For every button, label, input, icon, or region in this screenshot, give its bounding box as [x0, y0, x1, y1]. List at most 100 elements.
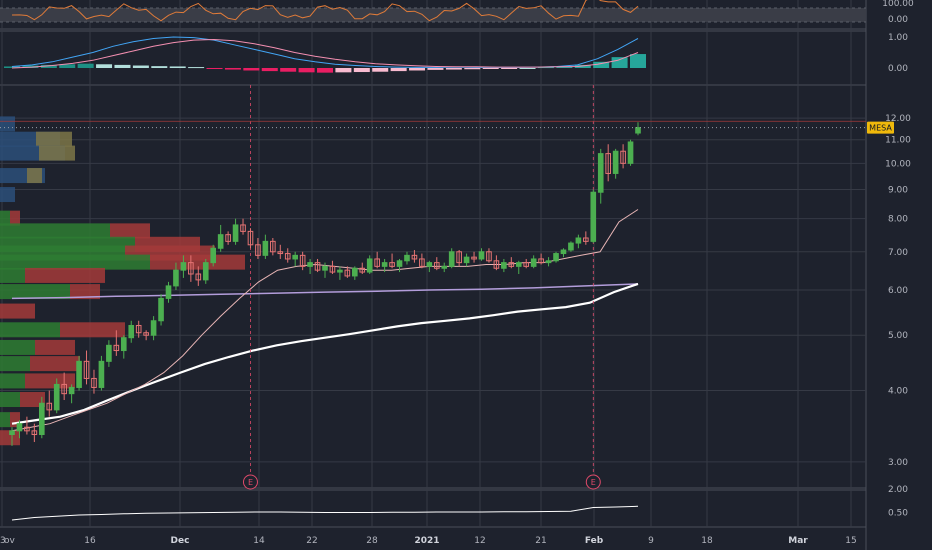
- candle-body: [478, 251, 485, 260]
- candle-body: [240, 224, 246, 232]
- macd-histogram-bar: [317, 68, 333, 73]
- candle-body: [292, 254, 299, 260]
- rsi-tick-0: 0.00: [888, 15, 908, 25]
- candle-body: [188, 262, 194, 275]
- candle-body: [493, 260, 500, 269]
- candle-body: [165, 285, 172, 299]
- event-marker: [242, 474, 258, 490]
- macd-histogram-bar: [132, 65, 149, 68]
- volume-profile-up-bar: [0, 392, 20, 408]
- candle-body: [299, 254, 306, 267]
- macd-histogram-bar: [224, 68, 241, 70]
- candle-body: [605, 153, 612, 174]
- candle-body: [448, 251, 455, 267]
- volume-profile-down-bar: [0, 430, 20, 446]
- rsi-line: [11, 0, 639, 22]
- candle-body: [538, 258, 544, 264]
- candle-body: [307, 262, 313, 267]
- candlesticks: [9, 122, 641, 446]
- candle-body: [247, 230, 254, 246]
- candle-body: [68, 386, 75, 395]
- macd-histogram-bar: [445, 68, 462, 70]
- macd-histogram-bar: [464, 68, 481, 70]
- volume-profile-down-bar: [60, 322, 125, 338]
- price-tick-label: 8.00: [888, 215, 908, 225]
- candle-body: [113, 344, 120, 352]
- symbol-tag-label: MESA: [869, 124, 892, 133]
- candle-body: [284, 253, 291, 260]
- volume-profile-alt-bar: [27, 168, 42, 184]
- macd-panel: [4, 36, 646, 73]
- candle-body: [627, 141, 634, 164]
- volume-profile-up-bar: [0, 373, 25, 389]
- bottom-indicator-line: [11, 505, 639, 521]
- candle-body: [515, 262, 522, 267]
- candle-body: [530, 258, 537, 267]
- price-tick-2: 2.00: [888, 485, 908, 495]
- time-tick-label: ov: [4, 536, 16, 546]
- price-axis: 3.00 4.00 5.00 6.00 7.00 8.00 9.00 10.00 11.00 12…: [0, 0, 914, 519]
- candle-body: [232, 224, 239, 242]
- candle-body: [441, 265, 448, 269]
- candle-body: [366, 258, 373, 273]
- candle-body: [486, 251, 492, 262]
- candle-body: [106, 344, 112, 362]
- candle-body: [389, 262, 395, 267]
- event-marker: [585, 474, 601, 490]
- candle-body: [337, 269, 343, 273]
- event-label: E: [248, 478, 253, 487]
- volume-profile-up-bar: [0, 356, 30, 372]
- candle-body: [83, 360, 90, 379]
- macd-histogram-bar: [482, 68, 499, 69]
- candle-body: [24, 426, 30, 432]
- macd-histogram-bar: [353, 68, 370, 73]
- candle-body: [553, 253, 559, 262]
- time-tick-label: 15: [845, 536, 856, 546]
- volume-profile-up-bar: [0, 322, 60, 338]
- volume-profile-down-bar: [25, 267, 105, 283]
- macd-histogram-bar: [409, 68, 426, 71]
- candle-body: [16, 423, 23, 432]
- price-tick-label: 3.00: [888, 458, 908, 468]
- volume-profile-up-bar: [0, 267, 25, 283]
- candle-body: [568, 242, 574, 251]
- price-tick-label: 4.00: [888, 387, 908, 397]
- candle-body: [195, 273, 202, 281]
- candle-body: [120, 337, 127, 352]
- candle-body: [217, 234, 224, 249]
- macd-histogram-bar: [280, 68, 297, 72]
- macd-signal-line: [11, 38, 639, 69]
- time-tick-label: 21: [535, 536, 546, 546]
- macd-histogram-bar: [77, 63, 94, 68]
- candle-body: [329, 265, 336, 273]
- candle-body: [575, 237, 582, 244]
- candle-body: [359, 267, 366, 273]
- price-tick-label: 6.00: [888, 286, 908, 296]
- macd-histogram-bar: [519, 68, 536, 69]
- candle-body: [53, 383, 60, 411]
- time-tick-label: Dec: [171, 536, 190, 546]
- candle-body: [471, 256, 477, 260]
- macd-histogram-bar: [574, 64, 591, 68]
- candle-body: [620, 150, 626, 164]
- time-tick-label: 12: [474, 536, 485, 546]
- candle-body: [277, 251, 284, 255]
- price-tick-label: 9.00: [888, 185, 908, 195]
- macd-histogram-bar: [59, 64, 76, 68]
- volume-profile-up-bar: [0, 339, 35, 355]
- candle-body: [150, 320, 157, 336]
- candle-body: [225, 234, 231, 242]
- candle-body: [590, 191, 597, 242]
- candle-body: [31, 430, 38, 436]
- macd-histogram-bar: [372, 68, 389, 72]
- candle-body: [523, 262, 530, 267]
- price-tick-label: 11.00: [885, 136, 911, 146]
- bottom-panel: [11, 505, 639, 521]
- candle-body: [419, 258, 425, 267]
- candle-body: [135, 324, 142, 334]
- macd-histogram-bar: [243, 68, 260, 71]
- candle-body: [545, 260, 552, 264]
- candle-body: [612, 150, 619, 174]
